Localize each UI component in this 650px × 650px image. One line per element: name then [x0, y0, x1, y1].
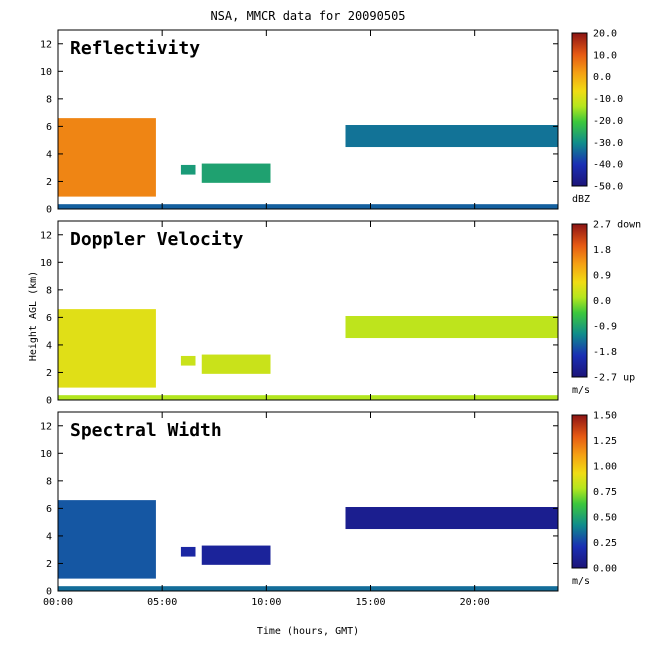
panel-3: Spectral Width 0 2 4 6 8 10 12 00:00 05:00 10:00 15… [40, 411, 617, 609]
panel-1: Reflectivity 0 2 4 6 8 10 12 20.0 10.0 0.0 -10.0 -20… [40, 29, 623, 216]
y-tick-label: 10 [40, 449, 52, 460]
y-tick-label: 6 [46, 122, 52, 133]
plot-frame [57, 220, 559, 401]
colorbar-tick-label: 0.25 [593, 538, 617, 549]
y-tick-label: 8 [46, 94, 52, 105]
colorbar-tick-label: -50.0 [593, 182, 623, 193]
colorbar-tick-label: -0.9 [593, 322, 617, 333]
echo-region-4 [345, 125, 558, 148]
echo-region-5 [58, 395, 558, 400]
y-tick-label: 10 [40, 258, 52, 269]
colorbar [571, 414, 588, 569]
colorbar-tick-label: 10.0 [593, 50, 617, 61]
colorbar-tick-label: 20.0 [593, 29, 617, 40]
echo-region-4 [345, 316, 558, 339]
colorbar-tick-label: 0.50 [593, 513, 617, 524]
y-tick-label: 12 [40, 421, 52, 432]
colorbar-tick-label: 0.75 [593, 487, 617, 498]
colorbar-tick-label: -20.0 [593, 116, 623, 127]
echo-region-1 [58, 118, 156, 197]
colorbar-tick-label: 0.0 [593, 296, 611, 307]
colorbar-tick-label: 0.00 [593, 564, 617, 575]
echo-region-3 [201, 163, 271, 183]
echo-region-3 [201, 354, 271, 374]
echo-region-5 [58, 204, 558, 209]
colorbar-tick-label: 2.7 down [593, 220, 641, 231]
y-tick-label: 0 [46, 396, 52, 407]
colorbar-tick-label: -40.0 [593, 160, 623, 171]
x-tick-label: 00:00 [43, 597, 73, 608]
echo-region-2 [180, 355, 196, 366]
colorbar-tick-label: -10.0 [593, 94, 623, 105]
colorbar-tick-label: 1.8 [593, 245, 611, 256]
echo-region-3 [201, 545, 271, 565]
y-tick-label: 0 [46, 205, 52, 216]
x-axis-label: Time (hours, GMT) [257, 626, 359, 637]
y-tick-label: 4 [46, 149, 52, 160]
colorbar-tick-label: -30.0 [593, 138, 623, 149]
echo-region-1 [58, 500, 156, 579]
panel-title: Reflectivity [70, 38, 200, 59]
echo-region-2 [180, 164, 196, 175]
colorbar [571, 223, 588, 378]
panel-2: Doppler Velocity 0 2 4 6 8 10 12 2.7 down 1.8 0.9 0… [40, 220, 641, 407]
colorbar-tick-label: 1.50 [593, 411, 617, 422]
y-tick-label: 10 [40, 67, 52, 78]
x-tick-label: 20:00 [460, 597, 490, 608]
echo-region-4 [345, 507, 558, 530]
colorbar-tick-label: -2.7 up [593, 373, 635, 384]
panel-title: Spectral Width [70, 420, 222, 441]
y-tick-label: 12 [40, 39, 52, 50]
y-tick-label: 8 [46, 285, 52, 296]
colorbar-unit: m/s [572, 576, 590, 587]
y-axis-label: Height AGL (km) [28, 271, 39, 361]
y-tick-label: 12 [40, 230, 52, 241]
colorbar [571, 32, 588, 187]
panels-group: Reflectivity02468101220.010.00.0-10.0-20… [40, 29, 641, 609]
plot-frame [57, 29, 559, 210]
colorbar-tick-label: 0.9 [593, 271, 611, 282]
panel-title: Doppler Velocity [70, 229, 244, 250]
x-tick-label: 10:00 [251, 597, 281, 608]
y-tick-label: 2 [46, 177, 52, 188]
plot-frame [57, 411, 559, 592]
figure-title: NSA, MMCR data for 20090505 [210, 9, 405, 23]
colorbar-tick-label: 1.00 [593, 462, 617, 473]
colorbar-tick-label: 1.25 [593, 436, 617, 447]
x-tick-label: 05:00 [147, 597, 177, 608]
y-tick-label: 0 [46, 587, 52, 598]
x-tick-label: 15:00 [355, 597, 385, 608]
echo-region-2 [180, 546, 196, 557]
y-tick-label: 4 [46, 531, 52, 542]
colorbar-unit: m/s [572, 385, 590, 396]
y-tick-label: 2 [46, 368, 52, 379]
y-tick-label: 6 [46, 313, 52, 324]
echo-region-1 [58, 309, 156, 388]
y-tick-label: 4 [46, 340, 52, 351]
y-tick-label: 2 [46, 559, 52, 570]
y-tick-label: 8 [46, 476, 52, 487]
colorbar-tick-label: 0.0 [593, 72, 611, 83]
y-tick-label: 6 [46, 504, 52, 515]
colorbar-unit: dBZ [572, 194, 590, 205]
colorbar-tick-label: -1.8 [593, 347, 617, 358]
echo-region-5 [58, 586, 558, 591]
